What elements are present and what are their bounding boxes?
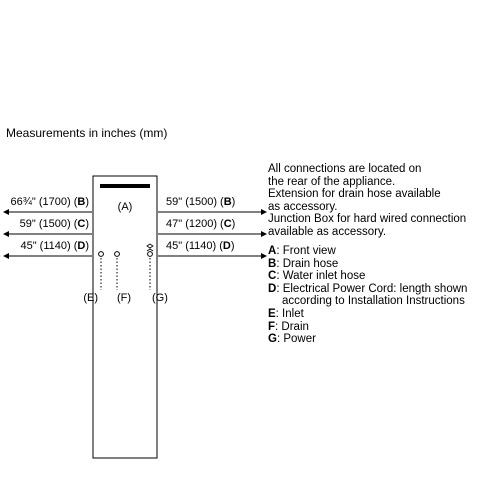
legend-item-e: E: Inlet	[268, 307, 304, 320]
power-connector	[147, 251, 153, 257]
left-dim-d: 45" (1140) (D)	[20, 240, 89, 252]
label-e: (E)	[83, 292, 98, 304]
left-dim-c: 59" (1500) (C)	[20, 218, 89, 230]
inlet-connector	[98, 251, 104, 257]
legend: A: Front view B: Drain hose C: Water inl…	[268, 245, 498, 346]
legend-item-g: G: Power	[268, 333, 316, 346]
legend-item-b: B: Drain hose	[268, 257, 339, 270]
note-line: available as accessory.	[268, 225, 387, 238]
power-cord-icon	[146, 243, 154, 252]
control-panel-bar	[100, 184, 150, 188]
appliance-outline	[92, 175, 158, 459]
right-dim-c: 47" (1200) (C)	[166, 218, 235, 230]
connection-notes: All connections are located on the rear …	[268, 163, 498, 239]
drain-connector	[114, 251, 120, 257]
legend-item-d: D: Electrical Power Cord: length shown ac…	[268, 282, 468, 308]
note-line: All connections are located on	[268, 163, 422, 175]
legend-item-c: C: Water inlet hose	[268, 270, 366, 283]
label-f: (F)	[117, 292, 131, 304]
note-line: the rear of the appliance.	[268, 175, 396, 188]
left-dim-b: 66¾" (1700) (B)	[10, 196, 89, 208]
label-g: (G)	[152, 292, 168, 304]
label-a: (A)	[118, 201, 133, 213]
legend-item-f: F: Drain	[268, 320, 309, 333]
right-dim-d: 45" (1140) (D)	[166, 240, 235, 252]
note-line: Junction Box for hard wired connection	[268, 213, 467, 226]
note-line: Extension for drain hose available	[268, 188, 441, 201]
note-line: as accessory.	[268, 200, 338, 213]
legend-item-a: A: Front view	[268, 245, 336, 257]
right-dim-b: 59" (1500) (B)	[166, 196, 235, 208]
page-title: Measurements in inches (mm)	[6, 126, 168, 140]
